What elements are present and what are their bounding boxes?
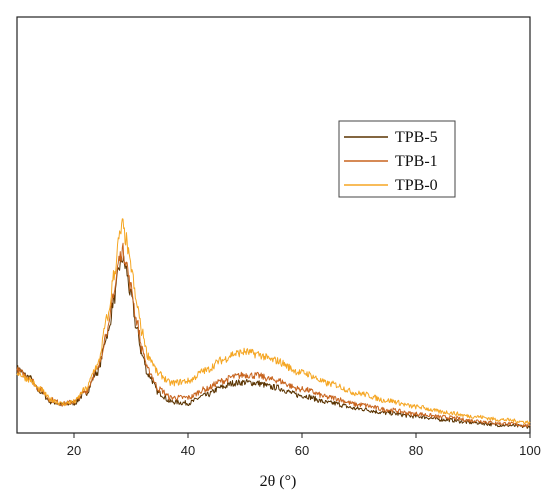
series-line-tpb-5 bbox=[16, 255, 531, 429]
x-axis-ticks: 20 40 60 80 100 bbox=[67, 433, 541, 458]
legend: TPB-5 TPB-1 TPB-0 bbox=[338, 120, 456, 198]
legend-label-tpb-5: TPB-5 bbox=[395, 129, 438, 146]
series-line-tpb-0 bbox=[16, 218, 531, 425]
x-tick-label: 20 bbox=[67, 443, 81, 458]
x-tick-label: 60 bbox=[295, 443, 309, 458]
x-tick-label: 80 bbox=[409, 443, 423, 458]
series-layer bbox=[16, 218, 531, 429]
x-axis-title: 2θ (°) bbox=[260, 473, 297, 490]
plot-frame bbox=[16, 16, 531, 434]
x-tick-label: 40 bbox=[181, 443, 195, 458]
legend-label-tpb-1: TPB-1 bbox=[395, 153, 438, 170]
legend-label-tpb-0: TPB-0 bbox=[395, 177, 438, 194]
series-line-tpb-1 bbox=[16, 242, 531, 428]
x-tick-label: 100 bbox=[519, 443, 541, 458]
